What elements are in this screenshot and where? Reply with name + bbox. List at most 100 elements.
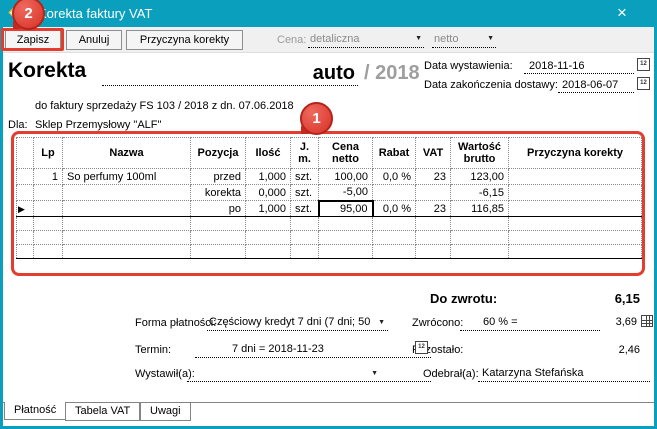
cell-brutto[interactable]: 116,85 — [450, 200, 509, 217]
row-selector[interactable] — [16, 168, 34, 185]
empty-cell — [245, 244, 291, 259]
doc-number-value: auto — [312, 62, 355, 84]
cell-lp[interactable]: 1 — [33, 168, 63, 185]
cell-rabat[interactable]: 0,0 % — [372, 168, 416, 185]
cell-przyczyna[interactable] — [508, 200, 642, 217]
term-field[interactable]: 7 dni = 2018-11-23 — [195, 340, 431, 358]
empty-cell — [415, 216, 451, 231]
empty-cell — [190, 216, 246, 231]
empty-cell — [450, 230, 509, 245]
cell-cena[interactable]: -5,00 — [318, 184, 373, 201]
cell-ilosc[interactable]: 1,000 — [245, 168, 291, 185]
close-icon[interactable]: × — [617, 3, 627, 22]
cell-przyczyna[interactable] — [508, 168, 642, 185]
cell-pozycja[interactable]: po — [190, 200, 246, 217]
issuer-dropdown[interactable]: ▼ — [187, 364, 431, 382]
price-mode-dropdown[interactable]: netto ▼ — [432, 31, 496, 48]
cell-pozycja[interactable]: korekta — [190, 184, 246, 201]
cell-jm[interactable]: szt. — [290, 200, 319, 217]
table-row-current[interactable]: ▶ po 1,000 szt. 95,00 0,0 % 23 116,85 — [16, 199, 642, 217]
cell-jm[interactable]: szt. — [290, 168, 319, 185]
doc-number-field[interactable]: auto — [102, 62, 358, 86]
cell-brutto[interactable]: 123,00 — [450, 168, 509, 185]
empty-cell — [372, 216, 416, 231]
row-selector[interactable] — [16, 184, 34, 201]
empty-cell — [16, 244, 34, 259]
annotation-badge-1: 1 — [300, 102, 333, 135]
calendar-icon[interactable]: 12 — [415, 341, 428, 354]
cell-vat[interactable]: 23 — [415, 200, 451, 217]
recipient-label: Dla: — [8, 119, 28, 131]
cell-cena-focused[interactable]: 95,00 — [317, 199, 374, 217]
empty-cell — [62, 216, 191, 231]
empty-cell — [508, 244, 642, 259]
empty-cell — [16, 216, 34, 231]
cell-vat[interactable]: 23 — [415, 168, 451, 185]
calendar-icon[interactable]: 12 — [637, 77, 650, 90]
price-type-dropdown[interactable]: detaliczna ▼ — [308, 31, 424, 48]
cell-brutto[interactable]: -6,15 — [450, 184, 509, 201]
returned-pct-field[interactable]: 60 % = — [460, 313, 600, 331]
tab-uwagi[interactable]: Uwagi — [140, 403, 191, 421]
returned-value: 3,69 — [615, 316, 637, 328]
recipient-name[interactable]: Sklep Przemysłowy "ALF" — [35, 119, 162, 131]
cell-przyczyna[interactable] — [508, 184, 642, 201]
chevron-down-icon: ▼ — [415, 35, 422, 42]
empty-cell — [450, 244, 509, 259]
col-lp: Lp — [33, 137, 63, 169]
col-cena-netto: Cena netto — [318, 137, 373, 169]
cell-ilosc[interactable]: 1,000 — [245, 200, 291, 217]
empty-cell — [415, 230, 451, 245]
calculator-icon[interactable] — [641, 315, 653, 327]
tab-tabela-vat[interactable]: Tabela VAT — [65, 403, 141, 421]
chevron-down-icon: ▼ — [371, 370, 378, 377]
cell-rabat[interactable] — [372, 184, 416, 201]
row-selector-header — [16, 137, 34, 169]
table-row[interactable]: korekta 0,000 szt. -5,00 -6,15 — [16, 184, 642, 201]
issue-date-field[interactable]: 2018-11-16 — [524, 58, 634, 74]
empty-cell — [318, 244, 373, 259]
chevron-down-icon: ▼ — [487, 35, 494, 42]
cell-nazwa[interactable]: So perfumy 100ml — [62, 168, 191, 185]
cell-vat[interactable] — [415, 184, 451, 201]
empty-cell — [33, 216, 63, 231]
empty-cell — [190, 244, 246, 259]
cell-lp[interactable] — [33, 184, 63, 201]
price-label: Cena: — [277, 34, 307, 46]
correction-reason-button[interactable]: Przyczyna korekty — [126, 30, 243, 50]
empty-cell — [415, 244, 451, 259]
col-wartosc-brutto: Wartość brutto — [450, 137, 509, 169]
source-invoice-line: do faktury sprzedaży FS 103 / 2018 z dn.… — [35, 100, 294, 112]
cell-jm[interactable]: szt. — [290, 184, 319, 201]
payment-form-dropdown[interactable]: Częściowy kredyt 7 dni (7 dni; 50 ▼ — [207, 313, 388, 331]
receiver-value: Katarzyna Stefańska — [482, 367, 584, 379]
delivery-date-field[interactable]: 2018-06-07 — [558, 77, 634, 93]
cell-pozycja[interactable]: przed — [190, 168, 246, 185]
current-row-marker[interactable]: ▶ — [16, 200, 34, 217]
calendar-icon[interactable]: 12 — [637, 58, 650, 71]
receiver-field[interactable]: Katarzyna Stefańska — [478, 364, 650, 382]
window-border-right — [654, 27, 657, 429]
items-grid[interactable]: Lp Nazwa Pozycja Ilość J.m. Cena netto R… — [16, 137, 642, 259]
cell-ilosc[interactable]: 0,000 — [245, 184, 291, 201]
save-button[interactable]: Zapisz — [5, 30, 61, 50]
empty-cell — [245, 230, 291, 245]
empty-cell — [508, 216, 642, 231]
empty-cell — [290, 230, 319, 245]
cancel-button[interactable]: Anuluj — [66, 30, 122, 50]
remaining-value: 2,46 — [618, 344, 640, 356]
tab-strip: Płatność Tabela VAT Uwagi — [0, 402, 657, 426]
payment-form-value: Częściowy kredyt 7 dni (7 dni; 50 — [209, 316, 371, 328]
cell-nazwa[interactable] — [62, 184, 191, 201]
table-row[interactable]: 1 So perfumy 100ml przed 1,000 szt. 100,… — [16, 168, 642, 185]
empty-cell — [450, 216, 509, 231]
tab-platnosc[interactable]: Płatność — [4, 402, 67, 420]
cell-cena[interactable]: 100,00 — [318, 168, 373, 185]
cell-rabat[interactable]: 0,0 % — [372, 200, 416, 217]
empty-cell — [508, 230, 642, 245]
cell-nazwa[interactable] — [62, 200, 191, 217]
receiver-label: Odebrał(a): — [423, 368, 479, 380]
cell-lp[interactable] — [33, 200, 63, 217]
empty-cell — [33, 230, 63, 245]
